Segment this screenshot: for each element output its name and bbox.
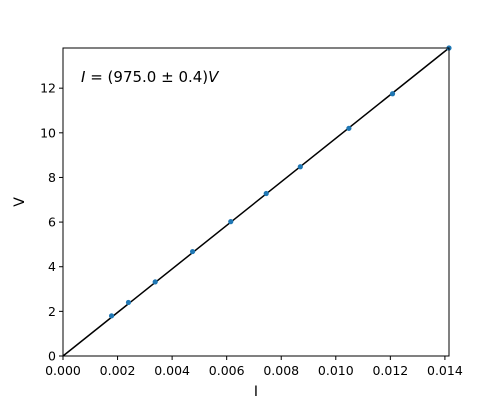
- x-tick-label: 0.006: [209, 363, 245, 378]
- data-point: [152, 279, 158, 285]
- x-tick-label: 0.010: [318, 363, 354, 378]
- x-axis-ticks: 0.000 0.002 0.004 0.006 0.008 0.010 0.012 0.014: [45, 356, 463, 378]
- y-axis-ticks: 0 2 4 6 8 10 12: [40, 81, 63, 364]
- y-tick-label: 8: [48, 170, 56, 185]
- data-point: [297, 164, 303, 170]
- y-tick-label: 12: [40, 81, 56, 96]
- y-tick-label: 4: [48, 259, 56, 274]
- fit-annotation: I = (975.0 ± 0.4)V: [81, 68, 220, 86]
- plot-area: [62, 45, 452, 357]
- y-tick-label: 0: [48, 349, 56, 364]
- data-point: [108, 313, 115, 319]
- x-tick-label: 0.014: [427, 363, 463, 378]
- data-point: [346, 125, 352, 131]
- y-axis-label: V: [12, 197, 28, 207]
- fit-annotation-lhs: I: [81, 68, 86, 86]
- y-tick-label: 10: [40, 125, 56, 140]
- x-axis-label: I: [254, 384, 258, 400]
- data-point: [125, 299, 132, 306]
- data-point: [389, 91, 396, 97]
- x-tick-label: 0.002: [100, 363, 136, 378]
- fit-annotation-rhs: = (975.0 ± 0.4): [85, 68, 208, 86]
- data-point: [228, 219, 234, 225]
- x-tick-label: 0.008: [263, 363, 299, 378]
- y-tick-label: 2: [48, 304, 56, 319]
- x-tick-label: 0.004: [154, 363, 190, 378]
- fit-annotation-var: V: [208, 68, 220, 86]
- x-tick-label: 0.012: [372, 363, 408, 378]
- x-tick-label: 0.000: [45, 363, 81, 378]
- y-tick-label: 6: [48, 215, 56, 230]
- data-point: [263, 190, 269, 197]
- plot-frame: [62, 47, 450, 357]
- data-point: [189, 248, 196, 255]
